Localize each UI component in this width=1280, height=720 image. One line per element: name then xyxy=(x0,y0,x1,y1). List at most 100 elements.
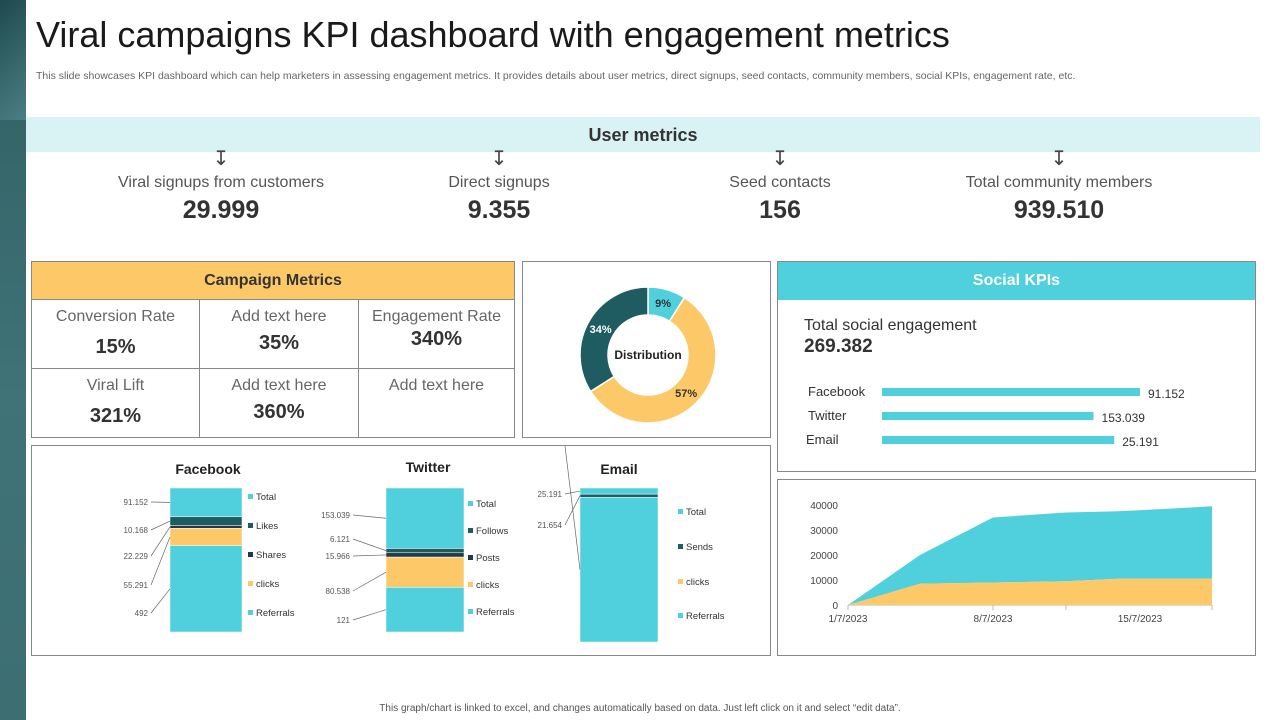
stack-chart-title: Email xyxy=(600,461,637,477)
area-series-lower xyxy=(848,578,1212,605)
total-social-engagement-label: Total social engagement xyxy=(804,317,977,334)
cell-label: Add text here xyxy=(231,377,327,394)
footer-note: This graph/chart is linked to excel, and… xyxy=(379,703,901,714)
legend-label: Total xyxy=(256,492,276,503)
down-arrow-icon: ↧ xyxy=(490,148,508,170)
stack-chart-title: Twitter xyxy=(406,459,451,475)
legend-swatch xyxy=(248,494,253,499)
stack-segment xyxy=(385,587,465,633)
metric-viral-signups: ↧ Viral signups from customers 29.999 xyxy=(91,148,351,225)
legend-label: Sends xyxy=(686,542,713,553)
stack-segment xyxy=(579,493,659,498)
leader-line xyxy=(150,526,171,557)
data-label: 121 xyxy=(337,616,351,625)
stack-segment xyxy=(579,496,659,643)
cell-value: 340% xyxy=(410,328,463,350)
social-bar-value: 91.152 xyxy=(1148,387,1185,401)
data-label: 10.168 xyxy=(124,526,149,535)
channel-breakdown-panel: Facebook Total Likes Shares clicks Referrals 9… xyxy=(31,439,771,656)
cell-value: 321% xyxy=(89,405,142,427)
data-label: 153.039 xyxy=(321,511,350,520)
down-arrow-icon: ↧ xyxy=(1050,148,1068,170)
legend-label: Follows xyxy=(476,526,508,537)
legend-swatch xyxy=(248,552,253,557)
x-tick-label: 8/7/2023 xyxy=(974,614,1013,625)
down-arrow-icon: ↧ xyxy=(771,148,789,170)
metric-label: Direct signups xyxy=(448,174,550,191)
legend-label: clicks xyxy=(686,577,709,588)
cell-value: 15% xyxy=(95,336,136,358)
x-tick-label: 15/7/2023 xyxy=(1118,614,1163,625)
y-tick-label: 30000 xyxy=(810,526,838,537)
legend-swatch xyxy=(248,610,253,615)
leader-line xyxy=(150,520,171,531)
social-bar-value: 25.191 xyxy=(1122,435,1159,449)
metric-value: 939.510 xyxy=(1013,196,1105,224)
social-bar-label: Email xyxy=(806,432,839,447)
campaign-cell-viral-lift: Viral Lift 321% xyxy=(32,369,199,437)
legend-label: Shares xyxy=(256,550,286,561)
social-kpis-title: Social KPIs xyxy=(778,262,1255,300)
legend-swatch xyxy=(468,528,473,533)
social-bar-value: 153.039 xyxy=(1102,411,1146,425)
metric-value: 29.999 xyxy=(182,196,260,224)
social-kpis-panel: Social KPIs Total social engagement 269.… xyxy=(777,261,1256,472)
down-arrow-icon: ↧ xyxy=(212,148,230,170)
total-social-engagement-value: 269.382 xyxy=(804,336,873,357)
legend-label: Posts xyxy=(476,553,500,564)
cell-label: Add text here xyxy=(231,308,327,325)
social-bar-label: Facebook xyxy=(808,384,866,399)
stack-segment xyxy=(385,556,465,588)
trend-panel: 0 10000 20000 30000 40000 1/7/2023 8/7/2023 15/… xyxy=(777,479,1256,656)
data-label: 21.654 xyxy=(538,521,563,530)
metric-value: 156 xyxy=(759,196,801,224)
stack-segment xyxy=(169,525,243,529)
user-metrics-title: User metrics xyxy=(588,125,698,145)
stack-chart-title: Facebook xyxy=(175,461,241,477)
legend-swatch xyxy=(248,581,253,586)
divider xyxy=(199,299,200,437)
legend-swatch xyxy=(468,609,473,614)
legend-label: Referrals xyxy=(256,608,295,619)
area-series-upper xyxy=(848,506,1212,605)
campaign-metrics-panel: Campaign Metrics Conversion Rate 15% Add… xyxy=(31,261,515,438)
divider xyxy=(32,299,514,300)
stack-segment xyxy=(385,487,465,549)
leader-line xyxy=(150,536,171,586)
data-label: 91.152 xyxy=(124,498,149,507)
legend-label: clicks xyxy=(476,580,499,591)
legend-label: Total xyxy=(686,507,706,518)
leader-line xyxy=(352,571,387,592)
data-label: 492 xyxy=(135,609,149,618)
user-metrics-band: User metrics xyxy=(26,117,1260,152)
data-label: 22.229 xyxy=(124,552,149,561)
legend-label: Likes xyxy=(256,521,278,532)
cell-label: Add text here xyxy=(388,377,485,394)
leader-line xyxy=(352,554,387,557)
legend-label: Referrals xyxy=(686,611,725,622)
legend-swatch xyxy=(468,501,473,506)
y-tick-label: 0 xyxy=(832,601,838,612)
cell-label: Conversion Rate xyxy=(55,308,176,325)
leader-line xyxy=(564,445,581,570)
legend-swatch xyxy=(678,509,683,514)
distribution-donut-chart: 9% 57% 34%Distribution xyxy=(579,286,717,424)
metric-value: 9.355 xyxy=(467,196,531,224)
metric-label: Seed contacts xyxy=(729,174,831,191)
donut-slice-label: 9% xyxy=(655,298,671,310)
cell-label: Viral Lift xyxy=(86,377,145,394)
data-label: 80.538 xyxy=(326,587,351,596)
metric-label: Total community members xyxy=(965,174,1153,191)
data-label: 6.121 xyxy=(330,535,351,544)
metric-community-members: ↧ Total community members 939.510 xyxy=(929,148,1189,225)
donut-slice-label: 34% xyxy=(590,324,612,336)
distribution-panel: 9% 57% 34% Distribution xyxy=(522,261,771,438)
divider xyxy=(358,299,359,437)
page-title: Viral campaigns KPI dashboard with engag… xyxy=(36,14,950,55)
cell-value: 35% xyxy=(258,332,300,354)
data-label: 55.291 xyxy=(124,581,149,590)
y-tick-label: 10000 xyxy=(810,576,838,587)
metric-label: Viral signups from customers xyxy=(118,174,324,191)
campaign-cell-text-1: Add text here 35% xyxy=(200,300,358,368)
legend-swatch xyxy=(468,555,473,560)
